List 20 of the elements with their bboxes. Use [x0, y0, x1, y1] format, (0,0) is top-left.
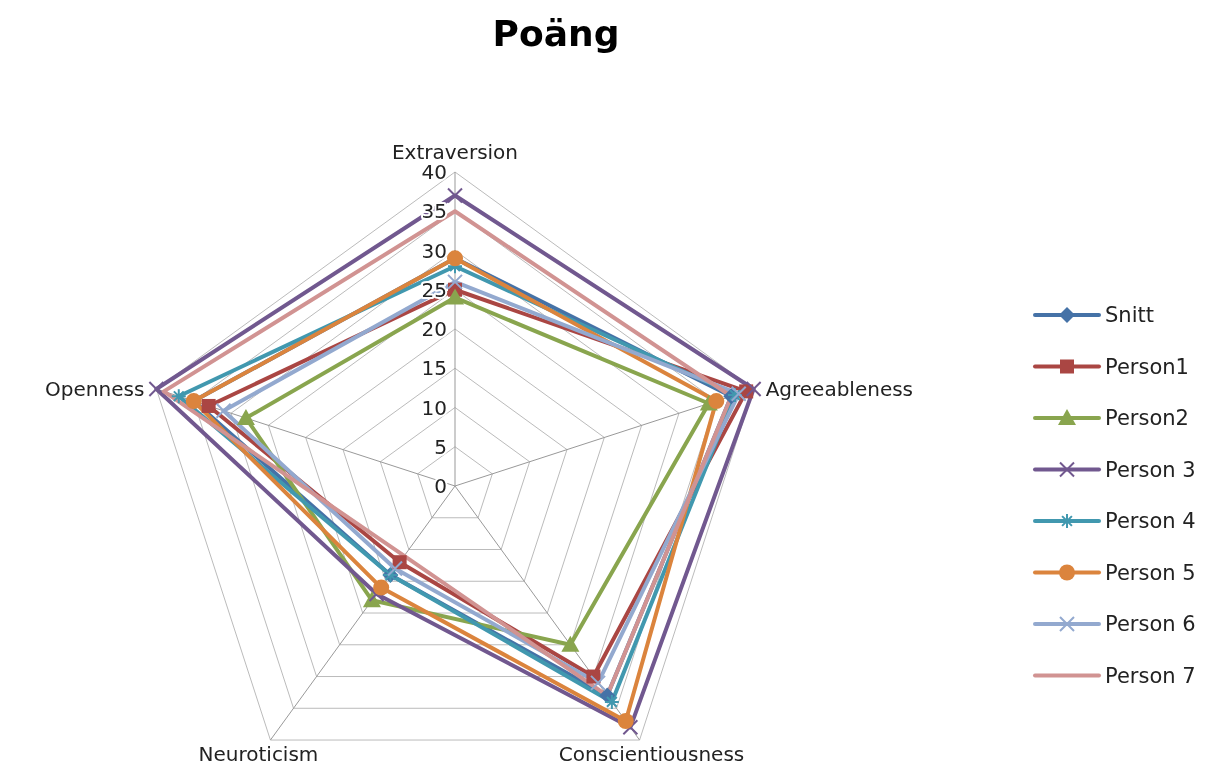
spoke-label: Conscientiousness: [558, 742, 745, 767]
y-tick-label: 0: [434, 474, 447, 498]
legend-label: Person 5: [1105, 560, 1196, 585]
y-tick-label: 25: [421, 277, 447, 302]
y-tick-label: 5: [434, 434, 447, 459]
legend-label: Person 4: [1105, 509, 1196, 534]
spoke-label: Openness: [45, 376, 145, 401]
legend-label: Snitt: [1105, 303, 1154, 328]
legend-label: Person 6: [1105, 612, 1196, 637]
y-tick-label: 15: [421, 356, 447, 381]
spoke-label: Agreeableness: [765, 376, 914, 401]
spoke-label: Neuroticism: [198, 742, 319, 767]
y-tick-label: 20: [421, 317, 447, 341]
legend-label: Person 3: [1105, 457, 1196, 482]
legend-label: Person1: [1105, 354, 1189, 379]
y-tick-label: 10: [421, 395, 447, 420]
y-tick-label: 30: [421, 238, 447, 263]
chart-title: Poäng: [492, 13, 620, 54]
legend-label: Person 7: [1105, 663, 1196, 688]
legend-label: Person2: [1105, 406, 1189, 431]
